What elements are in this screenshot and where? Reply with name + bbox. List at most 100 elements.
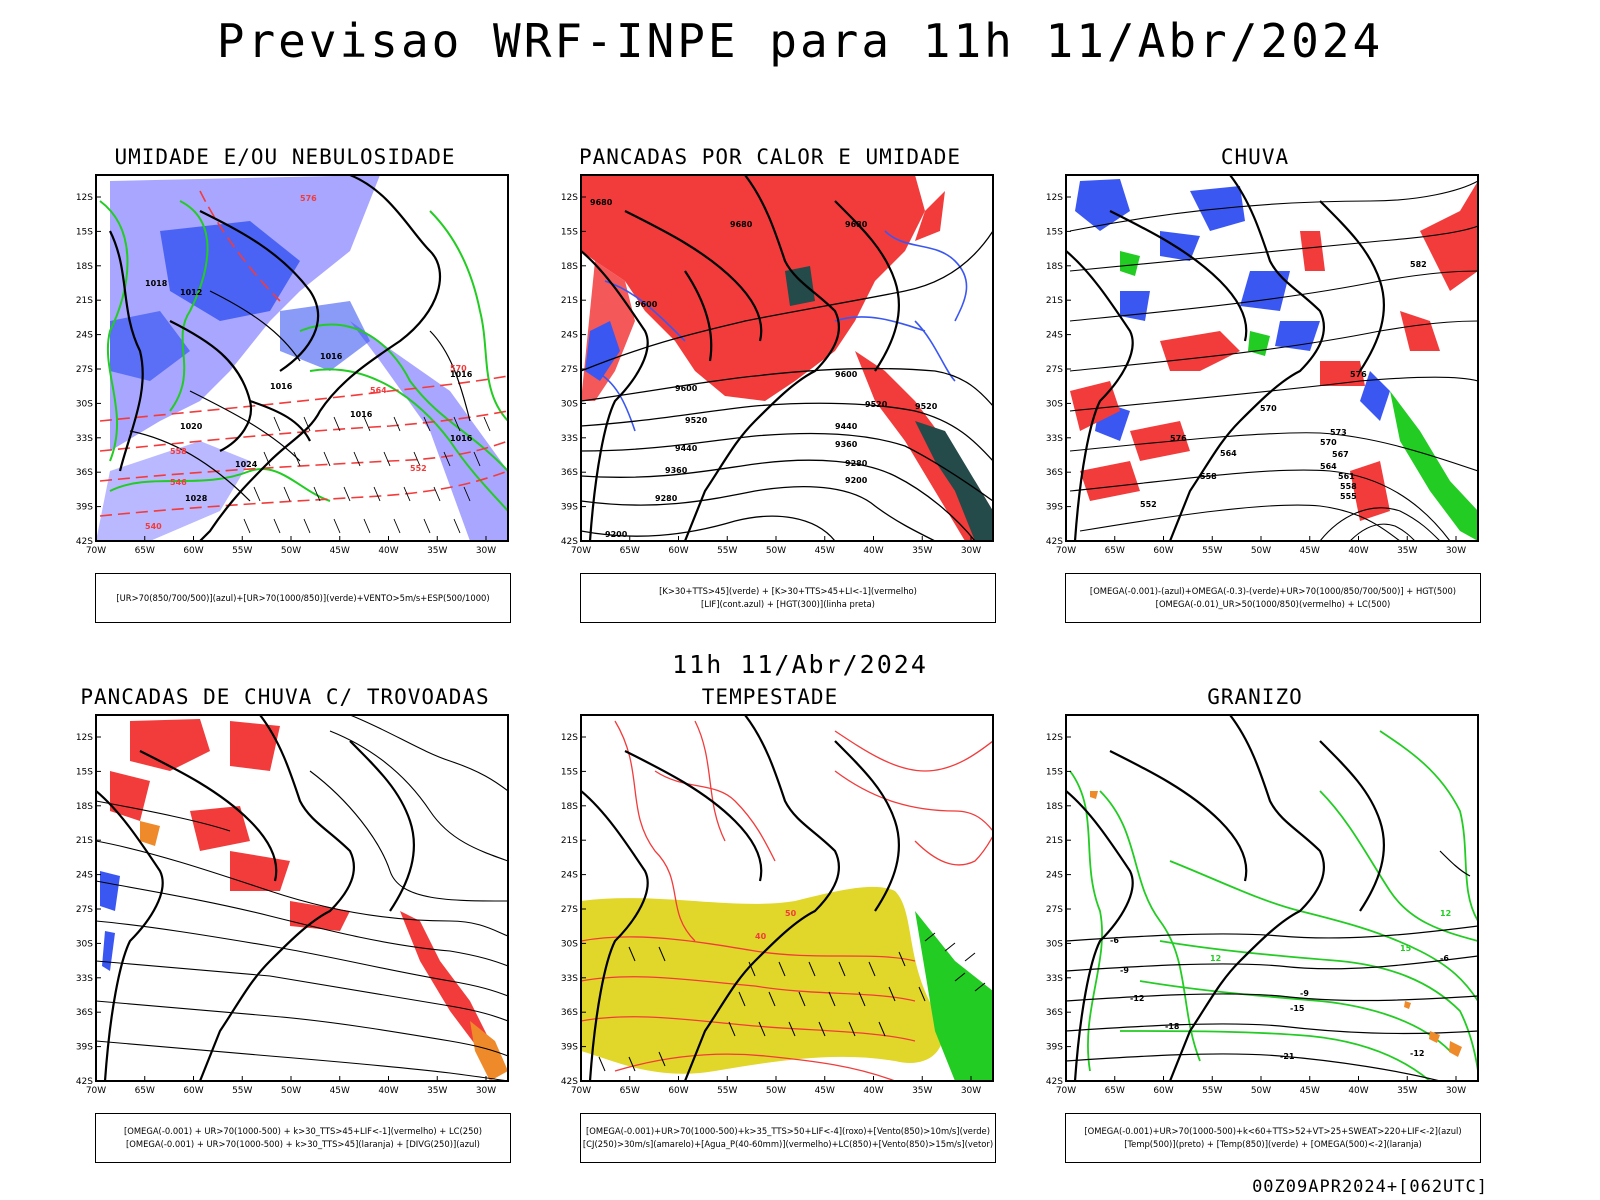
- lon-tick-label: 60W: [668, 1086, 688, 1096]
- lon-tick-label: 70W: [86, 546, 106, 556]
- lat-tick-label: 21S: [76, 836, 93, 846]
- map-label: 9280: [845, 459, 868, 468]
- map-label: 9680: [845, 220, 868, 229]
- lat-tick-label: 24S: [76, 871, 93, 881]
- map-label: 576: [1350, 370, 1367, 379]
- lat-tick-label: 39S: [76, 1043, 93, 1053]
- lat-tick-label: 36S: [561, 1008, 578, 1018]
- map-label: 570: [1260, 404, 1277, 413]
- lat-tick-label: 12S: [1046, 733, 1063, 743]
- lat-tick-label: 18S: [561, 802, 578, 812]
- lat-tick-label: 21S: [561, 296, 578, 306]
- lat-tick-label: 30S: [561, 939, 578, 949]
- lon-tick-label: 30W: [1446, 546, 1466, 556]
- map-label: 1016: [350, 410, 373, 419]
- lat-tick-label: 15S: [1046, 767, 1063, 777]
- lon-tick-label: 35W: [1397, 1086, 1417, 1096]
- lon-tick-label: 55W: [717, 546, 737, 556]
- map-label: 9520: [685, 416, 708, 425]
- map-label: 1012: [180, 288, 202, 297]
- lon-tick-label: 60W: [668, 546, 688, 556]
- map-label: 552: [1140, 500, 1157, 509]
- lat-tick-label: 36S: [76, 468, 93, 478]
- lon-tick-label: 55W: [717, 1086, 737, 1096]
- map-label: 9280: [655, 494, 678, 503]
- legend-line: [LIF](cont.azul) + [HGT(300)](linha pret…: [701, 599, 875, 609]
- lat-tick-label: 42S: [1046, 1077, 1063, 1087]
- map-label: 567: [1332, 450, 1349, 459]
- lat-tick-label: 24S: [1046, 871, 1063, 881]
- lon-tick-label: 55W: [1202, 1086, 1222, 1096]
- lon-tick-label: 40W: [1348, 546, 1368, 556]
- map-label: 555: [1340, 492, 1357, 501]
- lon-tick-label: 60W: [1153, 1086, 1173, 1096]
- map-label: 1016: [450, 370, 473, 379]
- lon-tick-label: 50W: [281, 546, 301, 556]
- panel-title: CHUVA: [1220, 145, 1290, 169]
- lon-tick-label: 40W: [378, 1086, 398, 1096]
- run-timestamp: 00Z09APR2024+[062UTC]: [1252, 1177, 1488, 1197]
- map-label: 1016: [270, 382, 293, 391]
- legend-line: [CJ(250)>30m/s](amarelo)+[Agua_P(40-60mm…: [582, 1139, 994, 1149]
- lat-tick-label: 24S: [561, 331, 578, 341]
- map-label: -15: [1290, 1004, 1305, 1013]
- lon-tick-label: 50W: [281, 1086, 301, 1096]
- lon-tick-label: 45W: [330, 546, 350, 556]
- map-label: 564: [1220, 449, 1237, 458]
- panel-title: PANCADAS POR CALOR E UMIDADE: [578, 145, 961, 169]
- lon-tick-label: 65W: [1105, 546, 1125, 556]
- map-label: 576: [1170, 434, 1187, 443]
- legend-line: [OMEGA(-0.01)_UR>50(1000/850)(vermelho) …: [1155, 599, 1391, 609]
- lat-tick-label: 27S: [561, 905, 578, 915]
- panel-pancadas-calor: PANCADAS POR CALOR E UMIDADE: [535, 145, 1005, 627]
- map-label: -6: [1110, 936, 1119, 945]
- lat-tick-label: 33S: [1046, 434, 1063, 444]
- lon-tick-label: 40W: [1348, 1086, 1368, 1096]
- lat-tick-label: 12S: [561, 193, 578, 203]
- lat-tick-label: 12S: [561, 733, 578, 743]
- map-label: 573: [1330, 428, 1347, 437]
- map-label: 570: [450, 364, 467, 373]
- lat-tick-label: 18S: [1046, 802, 1063, 812]
- map-label: 9440: [675, 444, 698, 453]
- panel-umidade: UMIDADE E/OU NEBULOSIDADE: [50, 145, 520, 627]
- panel-tempestade: TEMPESTADE: [535, 685, 1005, 1167]
- lat-tick-label: 15S: [561, 227, 578, 237]
- map-label: 576: [300, 194, 317, 203]
- map-label: 9360: [835, 440, 858, 449]
- mid-title: 11h 11/Abr/2024: [672, 650, 928, 679]
- lat-tick-label: 21S: [561, 836, 578, 846]
- lon-tick-label: 35W: [1397, 546, 1417, 556]
- lat-tick-label: 36S: [1046, 1008, 1063, 1018]
- lat-tick-label: 33S: [76, 974, 93, 984]
- legend-line: [K>30+TTS>45](verde) + [K>30+TTS>45+LI<-…: [659, 586, 917, 596]
- lon-tick-label: 50W: [766, 546, 786, 556]
- map-granizo: -6 -9 -12 -15 -18 -21 -12 -9 -6 12 15 12…: [1046, 714, 1479, 1096]
- lon-tick-label: 60W: [183, 546, 203, 556]
- map-label: 582: [1410, 260, 1427, 269]
- map-label: 40: [755, 932, 767, 941]
- lat-tick-label: 27S: [561, 365, 578, 375]
- lon-tick-label: 30W: [1446, 1086, 1466, 1096]
- lat-tick-label: 39S: [561, 1043, 578, 1053]
- lat-tick-label: 18S: [76, 802, 93, 812]
- lat-tick-label: 30S: [76, 939, 93, 949]
- panel-title: UMIDADE E/OU NEBULOSIDADE: [114, 145, 456, 169]
- map-label: -6: [1440, 954, 1449, 963]
- map-label: 1016: [320, 352, 343, 361]
- lat-tick-label: 30S: [1046, 399, 1063, 409]
- map-pancadas-calor: 9680 9680 9680 9600 9600 9520 9440 9360 …: [561, 174, 994, 556]
- map-label: 564: [370, 386, 387, 395]
- lat-tick-label: 39S: [1046, 1043, 1063, 1053]
- lat-tick-label: 39S: [76, 503, 93, 513]
- panel-legend: [OMEGA(-0.001)-(azul)+OMEGA(-0.3)-(verde…: [1065, 573, 1481, 623]
- map-label: 9600: [675, 384, 698, 393]
- map-label: 9200: [845, 476, 868, 485]
- lon-tick-label: 40W: [378, 546, 398, 556]
- lon-tick-label: 70W: [571, 1086, 591, 1096]
- legend-line: [Temp(500)](preto) + [Temp(850)](verde) …: [1124, 1139, 1422, 1149]
- map-label: -12: [1410, 1049, 1424, 1058]
